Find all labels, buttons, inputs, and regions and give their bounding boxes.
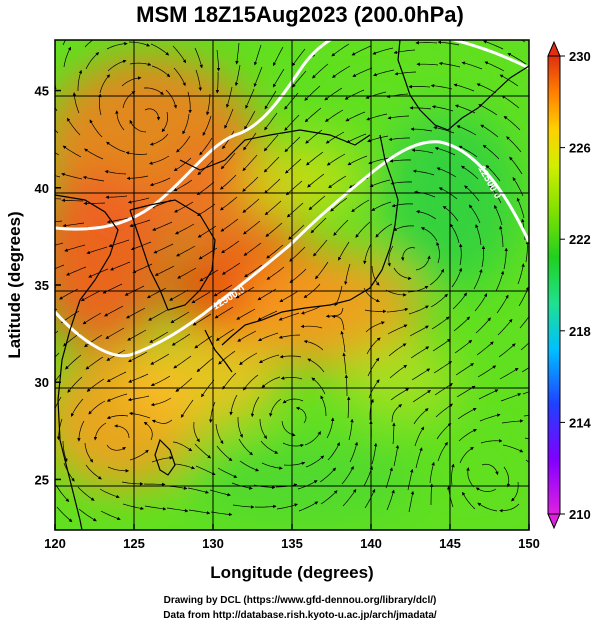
credit-line-2: Data from http://database.rish.kyoto-u.a…	[163, 610, 437, 621]
x-tick-label-120: 120	[44, 536, 66, 551]
colorbar-tick-label-226: 226	[569, 141, 591, 156]
colorbar: 210 214 218 222 226 230	[548, 42, 591, 528]
y-tick-label-25: 25	[35, 472, 49, 487]
x-axis-label: Longitude (degrees)	[210, 563, 373, 582]
y-tick-label-45: 45	[35, 84, 49, 99]
credit-line-1: Drawing by DCL (https://www.gfd-dennou.o…	[164, 595, 437, 606]
colorbar-tick-label-230: 230	[569, 49, 591, 64]
x-tick-label-140: 140	[360, 536, 382, 551]
x-tick-label-150: 150	[518, 536, 540, 551]
colorbar-tick-label-218: 218	[569, 324, 591, 339]
colorbar-tick-label-210: 210	[569, 507, 591, 522]
streamline	[144, 484, 165, 485]
temperature-field: 12500.0 12500.0	[30, 28, 546, 530]
y-tick-label-40: 40	[35, 181, 49, 196]
colorbar-tick-label-214: 214	[569, 415, 591, 430]
colorbar-ticks: 210 214 218 222 226 230	[560, 49, 591, 522]
colorbar-tick-label-222: 222	[569, 232, 591, 247]
colorbar-max-arrow	[548, 42, 560, 56]
y-axis-label: Latitude (degrees)	[5, 211, 24, 358]
y-tick-label-35: 35	[35, 278, 49, 293]
x-tick-label-125: 125	[123, 536, 145, 551]
chart-title: MSM 18Z15Aug2023 (200.0hPa)	[136, 2, 464, 27]
x-tick-label-130: 130	[202, 536, 224, 551]
colorbar-gradient	[548, 56, 560, 514]
colorbar-min-arrow	[548, 514, 560, 528]
x-tick-label-145: 145	[439, 536, 461, 551]
x-tick-label-135: 135	[281, 536, 303, 551]
y-tick-label-30: 30	[35, 375, 49, 390]
